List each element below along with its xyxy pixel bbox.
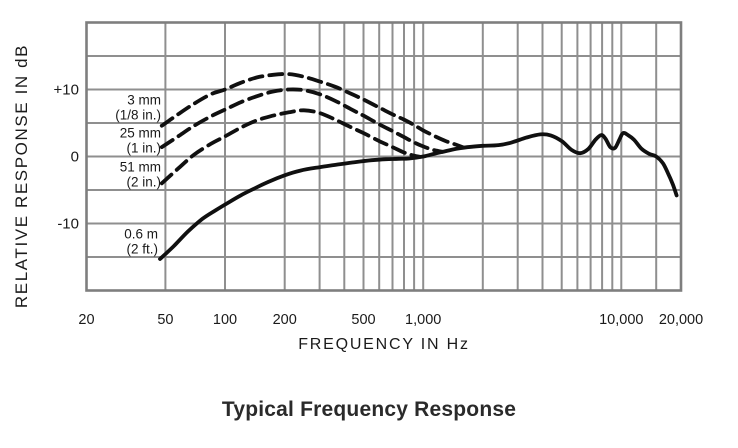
chart-title: Typical Frequency Response	[221, 398, 517, 421]
x-tick-label-10000: 10,000	[599, 312, 644, 328]
curve-51mm	[159, 108, 422, 186]
x-tick-label-100: 100	[212, 312, 238, 328]
x-tick-label-50: 50	[157, 312, 174, 328]
plot-border	[85, 21, 683, 292]
y-axis-title: RELATIVE RESPONSE IN dB	[12, 43, 31, 309]
curve-label-3mm: 3 mm (1/8 in.)	[115, 92, 161, 122]
grid-lines	[85, 21, 682, 292]
curve-3mm	[159, 72, 466, 150]
y-tick-label-+10: +10	[53, 81, 79, 98]
y-tick-label-0: 0	[70, 148, 79, 165]
curve-label-51mm: 51 mm (2 in.)	[119, 159, 161, 189]
x-tick-label-20000: 20,000	[658, 312, 704, 328]
x-tick-label-200: 200	[272, 312, 297, 328]
y-tick-label--10: -10	[57, 215, 79, 232]
x-axis-title: FREQUENCY IN Hz	[298, 336, 470, 353]
curve-25mm	[159, 87, 445, 154]
x-tick-label-1000: 1,000	[405, 312, 442, 328]
curve-label-25mm: 25 mm (1 in.)	[119, 125, 161, 155]
curve-0.6m	[158, 131, 679, 261]
x-tick-label-20: 20	[78, 312, 95, 328]
x-tick-label-500: 500	[351, 312, 376, 328]
curve-label-0.6m: 0.6 m (2 ft.)	[124, 226, 158, 256]
